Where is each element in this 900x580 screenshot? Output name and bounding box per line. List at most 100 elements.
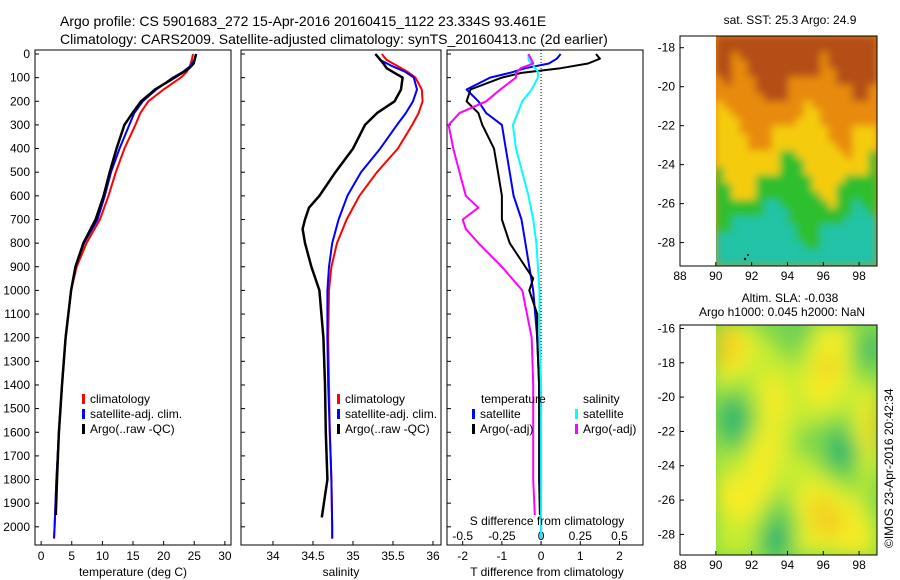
heatmap-cell bbox=[812, 390, 822, 400]
heatmap-cell bbox=[812, 240, 822, 251]
lat-tick-label-4: -24 bbox=[658, 459, 676, 473]
lon-tick-label-4: 96 bbox=[817, 558, 831, 572]
heatmap-cell bbox=[860, 76, 870, 86]
heatmap-cell bbox=[828, 538, 838, 548]
heatmap-cell bbox=[723, 175, 733, 185]
x-tick-label-1: -1 bbox=[497, 549, 508, 563]
heatmap-cell bbox=[771, 505, 781, 515]
heatmap-cell bbox=[788, 257, 798, 266]
heatmap-cell bbox=[763, 191, 773, 201]
heatmap-cell bbox=[820, 93, 830, 103]
heatmap-cell bbox=[755, 257, 765, 266]
heatmap-cell bbox=[731, 117, 741, 127]
depth-tick-label-15: 1500 bbox=[3, 402, 30, 416]
heatmap-cell bbox=[779, 60, 789, 70]
heatmap-cell bbox=[763, 349, 773, 359]
heatmap-cell bbox=[723, 158, 733, 168]
difference-series bbox=[447, 53, 601, 539]
heatmap-cell bbox=[844, 521, 854, 531]
heatmap-cell bbox=[828, 51, 838, 62]
sst-map-panel: sat. SST: 25.3 Argo: 24.9 88 90 92 94 96 98 -1… bbox=[658, 13, 878, 283]
heatmap-cell bbox=[723, 382, 733, 392]
heatmap-cell bbox=[868, 158, 877, 168]
heatmap-cell bbox=[755, 340, 765, 351]
heatmap-cell bbox=[804, 406, 814, 416]
heatmap-cell bbox=[763, 60, 773, 70]
legend-swatch-argo bbox=[337, 424, 340, 434]
heatmap-cell bbox=[852, 76, 862, 86]
heatmap-cell bbox=[804, 117, 814, 127]
x-tick-label-2: 0 bbox=[538, 549, 545, 563]
heatmap-cell bbox=[812, 175, 822, 185]
heatmap-cell bbox=[763, 382, 773, 392]
heatmap-cell bbox=[731, 480, 741, 490]
heatmap-cell bbox=[788, 414, 798, 425]
heatmap-cell bbox=[860, 439, 870, 449]
heatmap-cell bbox=[868, 431, 877, 441]
heatmap-cell bbox=[796, 521, 806, 531]
heatmap-cell bbox=[844, 357, 854, 367]
heatmap-cell bbox=[796, 208, 806, 218]
heatmap-cell bbox=[820, 60, 830, 70]
legend-swatch-climatology bbox=[82, 394, 85, 404]
heatmap-cell bbox=[716, 249, 725, 259]
heatmap-cell bbox=[779, 240, 789, 251]
heatmap-cell bbox=[852, 43, 862, 53]
heatmap-cell bbox=[852, 183, 862, 193]
heatmap-cell bbox=[747, 134, 757, 144]
heatmap-cell bbox=[739, 406, 749, 416]
heatmap-cell bbox=[836, 109, 846, 119]
heatmap-cell bbox=[788, 538, 798, 548]
heatmap-cell bbox=[820, 423, 830, 433]
heatmap-cell bbox=[868, 191, 877, 201]
heatmap-cell bbox=[723, 68, 733, 78]
heatmap-cell bbox=[820, 455, 830, 466]
heatmap-cell bbox=[804, 142, 814, 152]
heatmap-cell bbox=[771, 431, 781, 441]
heatmap-cell bbox=[716, 390, 725, 400]
heatmap-cell bbox=[828, 373, 838, 383]
heatmap-cell bbox=[868, 249, 877, 259]
heatmap-cell bbox=[723, 36, 733, 45]
heatmap-cell bbox=[796, 332, 806, 342]
heatmap-cell bbox=[763, 439, 773, 449]
lat-tick-label-2: -22 bbox=[658, 119, 676, 133]
heatmap-cell bbox=[828, 349, 838, 359]
heatmap-cell bbox=[804, 224, 814, 234]
heatmap-cell bbox=[788, 224, 798, 234]
heatmap-cell bbox=[731, 249, 741, 259]
heatmap-cell bbox=[812, 191, 822, 201]
heatmap-cell bbox=[852, 472, 862, 482]
heatmap-cell bbox=[844, 109, 854, 119]
heatmap-cell bbox=[716, 406, 725, 416]
heatmap-cell bbox=[836, 76, 846, 86]
s-difference-xlabel: S difference from climatology bbox=[470, 514, 625, 528]
heatmap-cell bbox=[812, 199, 822, 209]
heatmap-cell bbox=[796, 183, 806, 193]
heatmap-cell bbox=[771, 488, 781, 498]
heatmap-cell bbox=[788, 216, 798, 226]
heatmap-cell bbox=[771, 150, 781, 160]
heatmap-cell bbox=[836, 373, 846, 383]
heatmap-cell bbox=[812, 51, 822, 62]
heatmap-cell bbox=[796, 68, 806, 78]
sst-map-markers bbox=[743, 254, 749, 261]
depth-tick-label-11: 1100 bbox=[4, 307, 30, 321]
heatmap-cell bbox=[788, 480, 798, 490]
heatmap-cell bbox=[716, 158, 725, 168]
heatmap-cell bbox=[723, 521, 733, 531]
heatmap-cell bbox=[788, 150, 798, 160]
heatmap-cell bbox=[852, 199, 862, 209]
heatmap-cell bbox=[828, 150, 838, 160]
heatmap-cell bbox=[812, 43, 822, 53]
heatmap-cell bbox=[836, 390, 846, 400]
heatmap-cell bbox=[779, 480, 789, 490]
heatmap-cell bbox=[820, 257, 830, 266]
heatmap-cell bbox=[747, 142, 757, 152]
heatmap-cell bbox=[828, 529, 838, 540]
legend-label-t-satellite: satellite bbox=[480, 407, 521, 421]
heatmap-cell bbox=[747, 101, 757, 111]
heatmap-cell bbox=[755, 529, 765, 540]
heatmap-cell bbox=[868, 60, 877, 70]
heatmap-cell bbox=[836, 84, 846, 94]
